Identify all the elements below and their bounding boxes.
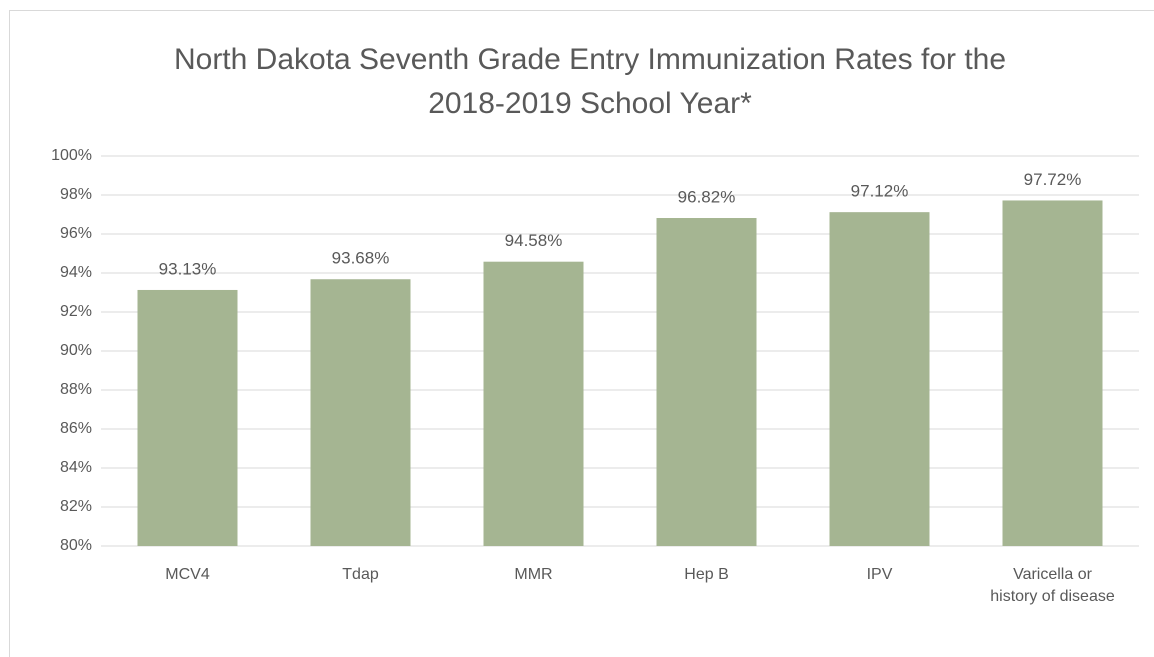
y-tick-label: 82% — [60, 498, 92, 515]
bar — [656, 218, 757, 546]
x-tick-label: Varicella or history of disease — [990, 566, 1115, 605]
bar — [1002, 200, 1103, 546]
y-tick-label: 92% — [60, 303, 92, 320]
y-tick-label: 86% — [60, 420, 92, 437]
value-label: 93.13% — [159, 259, 217, 278]
y-tick-label: 100% — [51, 147, 92, 164]
bar — [137, 289, 238, 546]
bar — [483, 261, 584, 546]
x-tick-label: Hep B — [684, 566, 729, 583]
value-label: 96.82% — [678, 187, 736, 206]
y-tick-label: 80% — [60, 537, 92, 554]
value-label: 93.68% — [332, 249, 390, 268]
x-tick-label: Tdap — [342, 566, 379, 583]
chart-border — [9, 10, 1154, 657]
x-tick-label: MMR — [514, 566, 553, 583]
value-label: 97.12% — [851, 182, 909, 201]
value-label: 97.72% — [1024, 170, 1082, 189]
y-tick-label: 98% — [60, 186, 92, 203]
y-tick-label: 96% — [60, 225, 92, 242]
x-tick-label: IPV — [866, 566, 893, 583]
y-tick-label: 84% — [60, 459, 92, 476]
y-tick-label: 94% — [60, 264, 92, 281]
x-tick-label: MCV4 — [165, 566, 210, 583]
chart-title: North Dakota Seventh Grade Entry Immuniz… — [173, 43, 1007, 120]
y-tick-label: 90% — [60, 342, 92, 359]
y-tick-label: 88% — [60, 381, 92, 398]
bar — [310, 279, 411, 546]
bar — [829, 212, 930, 546]
value-label: 94.58% — [505, 231, 563, 250]
